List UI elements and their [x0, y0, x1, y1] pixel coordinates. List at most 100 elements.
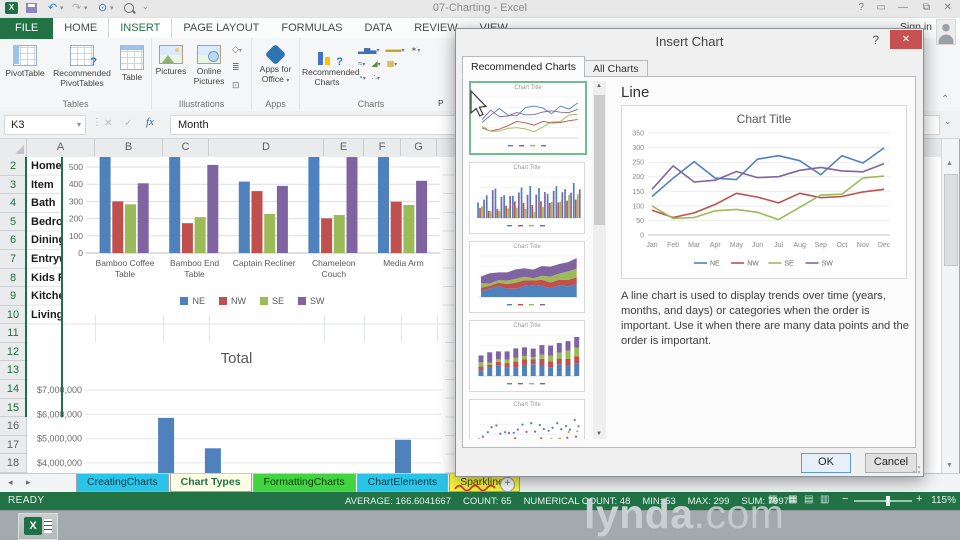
sheet-tab-formattingcharts[interactable]: FormattingCharts — [252, 474, 356, 492]
page-layout-view-icon[interactable]: ▤ — [804, 494, 814, 505]
row-header-3[interactable]: 3 — [0, 176, 26, 195]
column-header-f[interactable]: F — [364, 138, 401, 156]
cell-a2[interactable]: Home — [31, 160, 62, 172]
dialog-help-icon[interactable]: ? — [872, 33, 879, 47]
name-box[interactable]: K3 ▾ — [4, 115, 86, 135]
chart-thumbnail-line[interactable]: Chart Title — [469, 81, 587, 155]
row-header-6[interactable]: 6 — [0, 231, 26, 250]
name-box-dropdown-icon[interactable]: ▾ — [76, 120, 81, 129]
row-header-10[interactable]: 10 — [0, 306, 26, 325]
column-header-g[interactable]: G — [401, 138, 437, 156]
zoom-level[interactable]: 115% — [931, 495, 956, 506]
cell-a9[interactable]: Kitche — [31, 290, 62, 303]
ribbon-tab-insert[interactable]: INSERT — [108, 17, 173, 38]
sheet-nav-right-icon[interactable]: ▸ — [26, 477, 31, 487]
line-chart-icon[interactable]: ≈▾ — [358, 59, 366, 68]
cell-a6[interactable]: Dining — [31, 234, 62, 247]
close-icon[interactable]: ✕ — [943, 2, 952, 13]
status-stat-average[interactable]: AVERAGE: 166.6041667 — [345, 495, 451, 507]
table-button[interactable]: Table — [116, 39, 148, 107]
stock-chart-icon[interactable]: ✶▾ — [410, 45, 421, 54]
qat-dropdown-icon[interactable]: ⌄ — [142, 2, 149, 11]
cancel-entry-icon[interactable]: ✕ — [104, 118, 113, 129]
row-header-7[interactable]: 7 — [0, 250, 26, 269]
dialog-tab-recommended-charts[interactable]: Recommended Charts — [462, 56, 586, 78]
ribbon-display-icon[interactable]: ▭ — [876, 2, 886, 13]
zoom-slider-thumb[interactable] — [886, 496, 890, 506]
status-stat-sum[interactable]: SUM: 7997 — [741, 495, 789, 507]
vertical-scrollbar[interactable]: ▲ ▼ — [941, 138, 959, 473]
zoom-in-icon[interactable]: + — [916, 493, 923, 505]
row-header-2[interactable]: 2 — [0, 157, 26, 176]
row-header-15[interactable]: 15 — [0, 399, 26, 418]
recommended-pivottables-button[interactable]: ? Recommended PivotTables — [50, 39, 114, 107]
row-header-4[interactable]: 4 — [0, 194, 26, 213]
row-header-17[interactable]: 17 — [0, 436, 26, 455]
sheet-tab-chart-types[interactable]: Chart Types — [169, 474, 252, 492]
online-pictures-button[interactable]: Online Pictures — [189, 39, 229, 107]
cell-a4[interactable]: Bath — [31, 197, 56, 210]
row-header-18[interactable]: 18 — [0, 454, 26, 473]
dialog-resize-grip[interactable] — [912, 465, 921, 474]
select-all-corner[interactable] — [0, 138, 27, 156]
column-header-d[interactable]: D — [209, 138, 324, 156]
scrollbar-thumb[interactable] — [944, 174, 958, 266]
undo-dropdown-icon[interactable]: ▾ — [60, 5, 64, 12]
scatter-chart-icon[interactable]: ∴▾ — [371, 73, 381, 82]
thumbnail-scrollbar[interactable]: ▲ ▼ — [593, 81, 606, 439]
row-header-14[interactable]: 14 — [0, 380, 26, 399]
ribbon-tab-review[interactable]: REVIEW — [414, 22, 458, 34]
ribbon-tab-data[interactable]: DATA — [364, 22, 393, 34]
smartart-icon[interactable]: ≣ — [232, 62, 240, 72]
touch-mode-icon[interactable]: ⊙ — [98, 2, 108, 14]
total-bar-chart[interactable]: $7,000,000 $6,000,000 $5,000,000 $4,000,000… — [28, 342, 445, 473]
undo-icon[interactable]: ↶ — [48, 2, 58, 14]
column-header-c[interactable]: C — [163, 138, 209, 156]
screenshot-icon[interactable]: ⊡ — [232, 80, 240, 90]
ribbon-tab-home[interactable]: HOME — [64, 22, 98, 34]
help-icon[interactable]: ? — [858, 2, 864, 13]
new-sheet-button[interactable]: + — [500, 477, 515, 492]
taskbar-excel-button[interactable]: X — [18, 513, 58, 540]
print-preview-icon[interactable] — [124, 3, 136, 14]
column-header-a[interactable]: A — [27, 138, 95, 156]
cell-a5[interactable]: Bedro — [31, 215, 62, 228]
row-header-5[interactable]: 5 — [0, 213, 26, 232]
confirm-entry-icon[interactable]: ✓ — [124, 118, 133, 129]
recommended-charts-button[interactable]: ? Recommended Charts — [302, 39, 360, 107]
column-header-e[interactable]: E — [324, 138, 364, 156]
row-header-13[interactable]: 13 — [0, 361, 26, 381]
normal-view-icon[interactable]: ▦ — [788, 494, 798, 505]
status-stat-numerical-count[interactable]: NUMERICAL COUNT: 48 — [523, 495, 631, 507]
cancel-button[interactable]: Cancel — [865, 453, 917, 473]
cell-a7[interactable]: Entryw — [31, 252, 62, 265]
row-header-11[interactable]: 11 — [0, 324, 26, 343]
cell-a10[interactable]: Living — [31, 308, 62, 321]
macro-grid-icon[interactable]: ▦ — [768, 494, 778, 505]
combo-chart-icon[interactable]: ▦▾ — [386, 59, 398, 68]
scroll-down-icon[interactable]: ▼ — [946, 462, 953, 469]
status-stat-min[interactable]: MIN: 53 — [642, 495, 676, 507]
status-stat-count[interactable]: COUNT: 65 — [462, 495, 512, 507]
chart-thumbnail-stacked-column[interactable]: Chart Title — [469, 320, 585, 392]
avatar[interactable] — [936, 19, 956, 45]
region-bar-chart[interactable]: 0 100 200 300 400 500 Bamboo Coffee Table Bambo… — [62, 157, 443, 315]
zoom-slider[interactable] — [854, 496, 912, 506]
redo-icon[interactable]: ↷ — [72, 2, 82, 14]
status-stat-max[interactable]: MAX: 299 — [687, 495, 730, 507]
sheet-nav-left-icon[interactable]: ◂ — [8, 477, 13, 487]
sheet-tab-creatingcharts[interactable]: CreatingCharts — [76, 474, 169, 492]
insert-function-icon[interactable]: fx — [146, 116, 154, 128]
column-header-b[interactable]: B — [95, 138, 163, 156]
ribbon-tab-file[interactable]: FILE — [0, 18, 54, 39]
bar-chart-icon[interactable]: ▬▬▾ — [385, 45, 405, 54]
chart-thumbnail-scatter[interactable]: Chart Title — [469, 399, 585, 439]
thumb-scroll-up-icon[interactable]: ▲ — [596, 83, 602, 89]
pictures-button[interactable]: Pictures — [155, 39, 187, 107]
ribbon-collapse-icon[interactable]: ⌃ — [941, 94, 950, 105]
thumb-scrollbar-thumb[interactable] — [594, 95, 605, 225]
row-header-9[interactable]: 9 — [0, 287, 26, 306]
area-chart-icon[interactable]: ◢▾ — [371, 59, 381, 68]
chart-thumbnail-clustered-column[interactable]: Chart Title — [469, 162, 585, 234]
restore-icon[interactable]: ⧉ — [922, 2, 930, 13]
